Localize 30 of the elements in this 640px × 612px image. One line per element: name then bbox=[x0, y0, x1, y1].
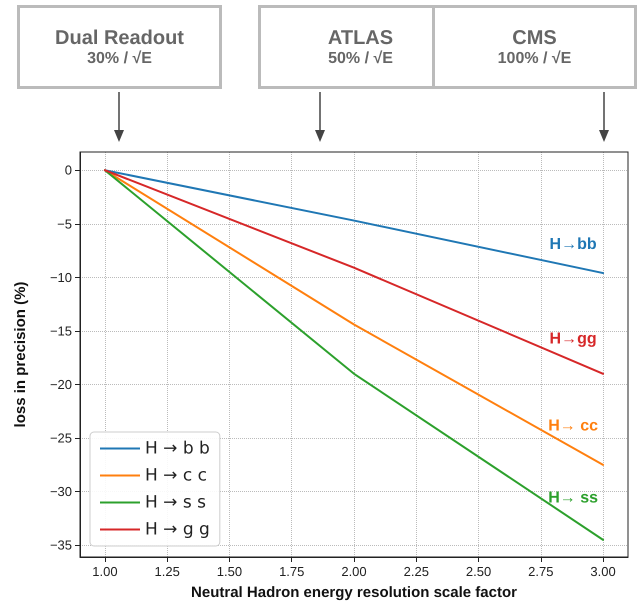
x-tick-label: 2.50 bbox=[466, 564, 492, 579]
y-tick-label: −20 bbox=[50, 377, 72, 392]
text: CMS 100% / √E bbox=[496, 26, 572, 68]
x-tick-label: 1.00 bbox=[92, 564, 118, 579]
y-tick-label: −15 bbox=[50, 323, 72, 338]
x-tick-label: 1.50 bbox=[216, 564, 242, 579]
x-tick-label: 2.75 bbox=[528, 564, 554, 579]
y-tick-label: 0 bbox=[64, 162, 72, 178]
y-tick-label: −10 bbox=[50, 270, 72, 285]
y-tick-label: −35 bbox=[50, 538, 72, 553]
annotation: H→ ss bbox=[548, 489, 598, 506]
y-tick-label: −5 bbox=[57, 216, 72, 232]
x-tick-label: 2.25 bbox=[404, 564, 429, 579]
annotation: H→bb bbox=[550, 236, 597, 254]
annotation: H→gg bbox=[550, 330, 597, 348]
legend-label: H → c c bbox=[145, 466, 207, 486]
text: Dual Readout 30% / √E bbox=[54, 26, 185, 68]
x-axis-title: Neutral Hadron energy resolution scale factor bbox=[191, 584, 518, 601]
y-axis-title: loss in precision (%) bbox=[12, 282, 29, 428]
x-tick-label: 1.75 bbox=[279, 564, 304, 579]
legend-label: H → b b bbox=[145, 438, 210, 458]
x-tick-label: 3.00 bbox=[590, 564, 616, 579]
x-tick-label: 2.00 bbox=[341, 564, 367, 579]
annotation: H→ cc bbox=[548, 417, 598, 434]
text: ATLAS 50% / √E bbox=[326, 26, 394, 68]
legend-label: H → s s bbox=[145, 492, 206, 512]
y-tick-label: −25 bbox=[50, 430, 72, 446]
y-tick-label: −30 bbox=[50, 484, 72, 500]
x-tick-label: 1.25 bbox=[154, 564, 180, 579]
legend-label: H → g g bbox=[145, 520, 210, 540]
